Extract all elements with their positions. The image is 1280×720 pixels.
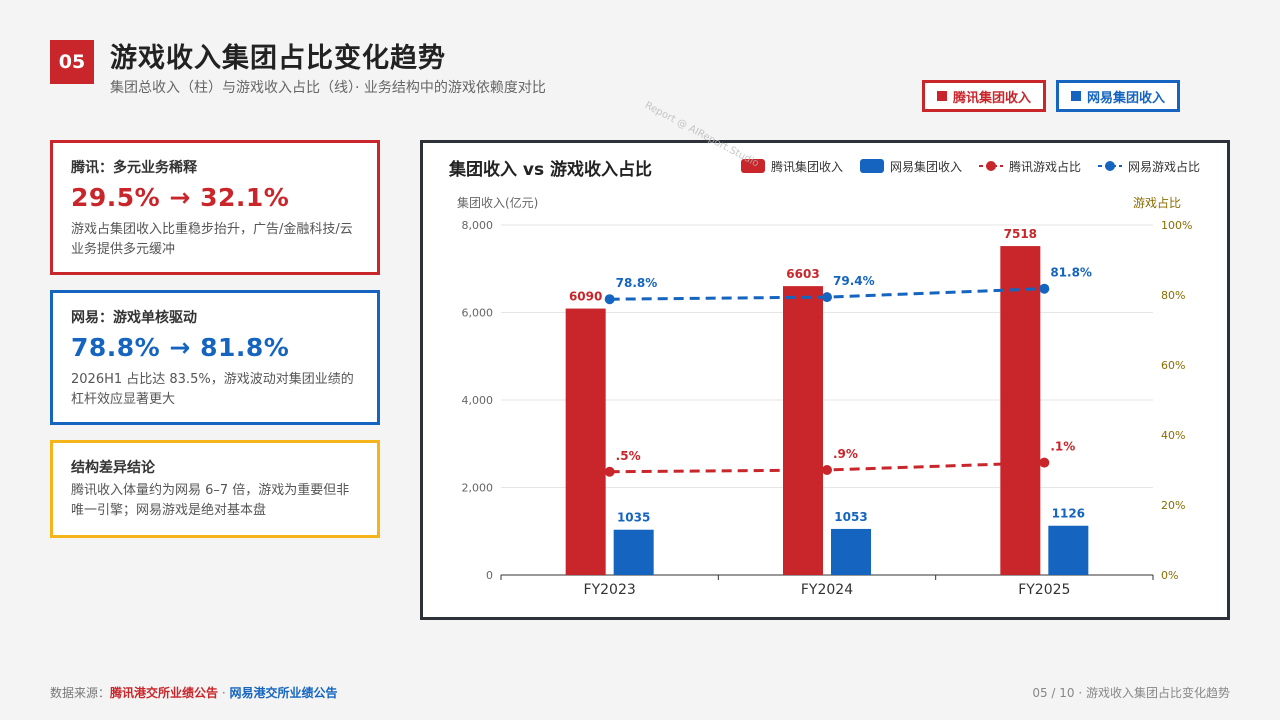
line-point bbox=[822, 465, 832, 475]
y2-tick-label: 100% bbox=[1161, 219, 1192, 232]
x-tick-label: FY2024 bbox=[801, 582, 853, 598]
line-data-label: .5% bbox=[616, 449, 641, 463]
line-data-label: 79.4% bbox=[833, 274, 875, 288]
legend-swatch-dot bbox=[1105, 161, 1115, 171]
card-metric: 78.8% → 81.8% bbox=[71, 333, 290, 362]
bar-data-label: 6603 bbox=[786, 267, 819, 281]
bar-tencent bbox=[565, 308, 606, 575]
legend-swatch bbox=[741, 159, 765, 173]
tencent-card: 腾讯：多元业务稀释 29.5% → 32.1% 游戏占集团收入比重稳步抬升，广告… bbox=[50, 140, 380, 275]
legend-netease-revenue[interactable]: 网易集团收入 bbox=[1056, 80, 1180, 112]
y2-axis-label: 游戏占比 bbox=[1133, 195, 1181, 210]
legend-label: 腾讯集团收入 bbox=[953, 90, 1032, 106]
y2-tick-label: 80% bbox=[1161, 289, 1185, 302]
y-tick-label: 0 bbox=[486, 569, 493, 582]
card-description: 腾讯收入体量约为网易 6–7 倍，游戏为重要但非唯一引擎；网易游戏是绝对基本盘 bbox=[71, 483, 350, 518]
line-data-label: 81.8% bbox=[1050, 266, 1092, 280]
bar-tencent bbox=[1000, 246, 1041, 575]
line-data-label: .1% bbox=[1050, 440, 1075, 454]
line-point bbox=[822, 292, 832, 303]
card-title: 腾讯：多元业务稀释 bbox=[71, 160, 197, 176]
y-tick-label: 4,000 bbox=[462, 394, 494, 407]
y2-tick-label: 20% bbox=[1161, 499, 1185, 512]
y2-tick-label: 0% bbox=[1161, 569, 1178, 582]
x-tick-label: FY2025 bbox=[1018, 582, 1070, 598]
y-tick-label: 8,000 bbox=[462, 219, 494, 232]
legend-label: 网易集团收入 bbox=[890, 159, 962, 174]
page-title: 游戏收入集团占比变化趋势 bbox=[110, 43, 446, 74]
section-number-badge: 05 bbox=[50, 40, 94, 84]
bar-data-label: 1126 bbox=[1052, 507, 1085, 521]
legend-label: 网易游戏占比 bbox=[1128, 159, 1200, 174]
card-title: 网易：游戏单核驱动 bbox=[71, 310, 197, 326]
chart-panel: 集团收入 vs 游戏收入占比集团收入(亿元) 游戏占比 0 2,000 4,000 6,0… bbox=[420, 140, 1230, 620]
legend-swatch bbox=[860, 159, 884, 173]
legend-label: 腾讯游戏占比 bbox=[1009, 159, 1081, 174]
y2-tick-label: 60% bbox=[1161, 359, 1185, 372]
bar-data-label: 6090 bbox=[569, 290, 602, 304]
legend-label: 腾讯集团收入 bbox=[771, 159, 843, 174]
page-subtitle: 集团总收入（柱）与游戏收入占比（线）· 业务结构中的游戏依赖度对比 bbox=[110, 80, 546, 96]
bar-data-label: 1035 bbox=[617, 511, 650, 525]
source-tencent-link[interactable]: 腾讯港交所业绩公告 bbox=[110, 686, 219, 700]
line-data-label: .9% bbox=[833, 447, 858, 461]
line-point bbox=[604, 294, 615, 305]
x-tick-label: FY2023 bbox=[584, 582, 636, 598]
bar-data-label: 7518 bbox=[1004, 227, 1037, 241]
y2-tick-label: 40% bbox=[1161, 429, 1185, 442]
bar-netease bbox=[831, 528, 871, 575]
legend-label: 网易集团收入 bbox=[1087, 90, 1166, 106]
bar-data-label: 1053 bbox=[834, 510, 867, 524]
summary-card: 结构差异结论 腾讯收入体量约为网易 6–7 倍，游戏为重要但非唯一引擎；网易游戏… bbox=[50, 440, 380, 538]
square-icon bbox=[1071, 91, 1081, 101]
card-metric: 29.5% → 32.1% bbox=[71, 183, 290, 212]
y-tick-label: 2,000 bbox=[462, 482, 494, 495]
netease-card: 网易：游戏单核驱动 78.8% → 81.8% 2026H1 占比达 83.5%… bbox=[50, 290, 380, 425]
legend-tencent-revenue[interactable]: 腾讯集团收入 bbox=[922, 80, 1046, 112]
card-title: 结构差异结论 bbox=[71, 460, 155, 476]
line-point bbox=[1039, 457, 1050, 468]
chart-title: 集团收入 vs 游戏收入占比 bbox=[448, 159, 652, 180]
page-info: 05 / 10 · 游戏收入集团占比变化趋势 bbox=[1032, 686, 1230, 700]
y-axis-label: 集团收入(亿元) bbox=[457, 195, 538, 210]
line-point bbox=[604, 466, 615, 477]
source-label: 数据来源： bbox=[50, 686, 111, 700]
line-point bbox=[1039, 283, 1050, 294]
bar-tencent bbox=[783, 286, 823, 575]
bar-netease bbox=[613, 529, 654, 575]
footer-source: 数据来源：腾讯港交所业绩公告 · 网易港交所业绩公告 bbox=[50, 684, 338, 701]
source-netease-link[interactable]: 网易港交所业绩公告 bbox=[229, 686, 338, 700]
square-icon bbox=[937, 91, 947, 101]
line-data-label: 78.8% bbox=[616, 276, 658, 290]
source-separator: · bbox=[218, 686, 230, 700]
bar-netease bbox=[1048, 525, 1089, 575]
card-description: 2026H1 占比达 83.5%，游戏波动对集团业绩的杠杆效应显著更大 bbox=[71, 372, 354, 407]
y-tick-label: 6,000 bbox=[462, 307, 494, 320]
legend-swatch-dot bbox=[986, 161, 996, 171]
card-description: 游戏占集团收入比重稳步抬升，广告/金融科技/云业务提供多元缓冲 bbox=[71, 222, 353, 257]
